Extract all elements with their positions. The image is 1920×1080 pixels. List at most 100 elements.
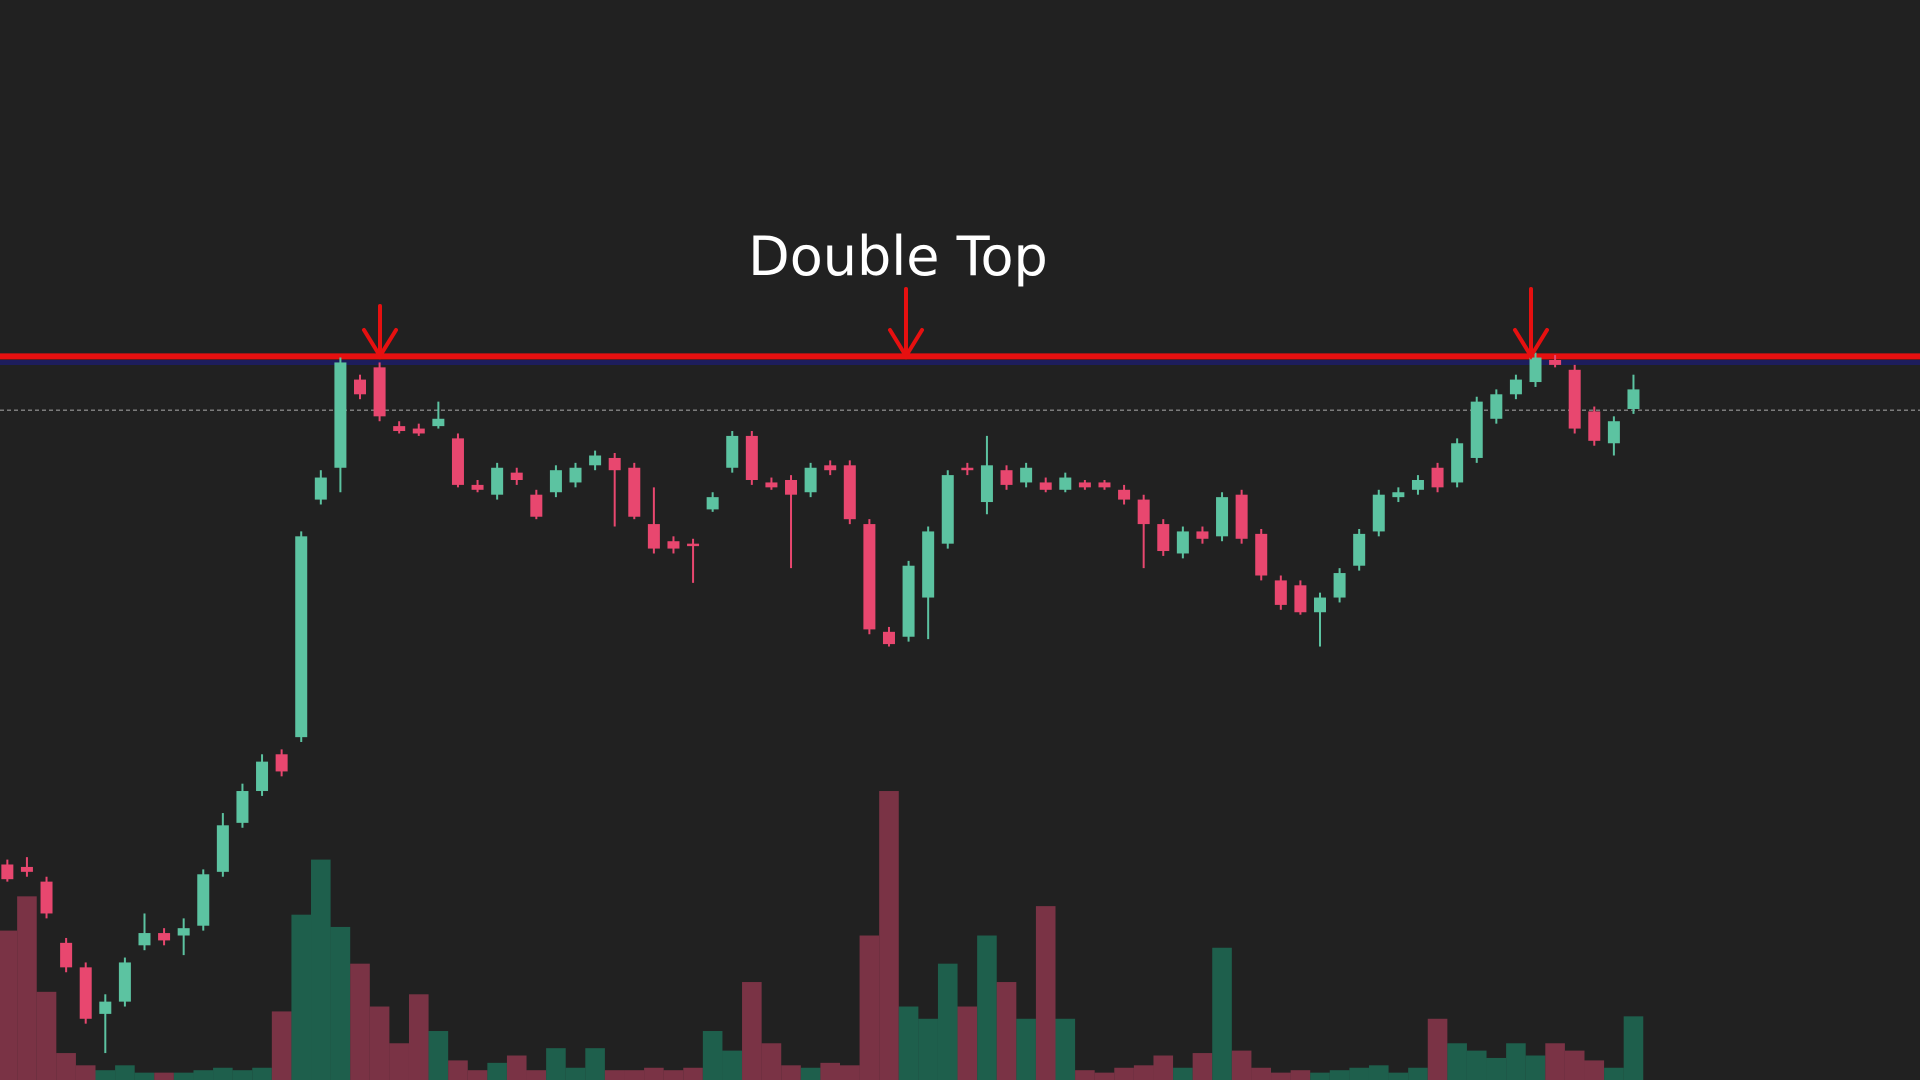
candle-body — [882, 631, 895, 645]
candle-body — [902, 565, 915, 637]
candle-body — [471, 484, 484, 490]
volume-bar — [1075, 1070, 1095, 1080]
volume-bar — [683, 1067, 703, 1080]
volume-bar — [1310, 1072, 1330, 1080]
volume-bar — [389, 1043, 409, 1080]
volume-bar — [408, 994, 429, 1080]
candle-body — [647, 524, 660, 549]
volume-bar — [840, 1065, 860, 1080]
candle-body — [1235, 494, 1248, 539]
candle-body — [1, 864, 14, 880]
candle-body — [20, 866, 33, 872]
volume-bar — [918, 1018, 938, 1080]
volume-bar — [1486, 1057, 1507, 1080]
candle-body — [1431, 467, 1444, 488]
candle-body — [334, 362, 347, 468]
candle-body — [1588, 411, 1601, 441]
candle-body — [1549, 360, 1562, 365]
candle-body — [393, 426, 406, 432]
volume-bar — [800, 1067, 821, 1080]
candle-body — [491, 467, 504, 495]
candle-body — [980, 465, 993, 503]
volume-bar — [1388, 1072, 1409, 1080]
volume-bar — [977, 935, 997, 1080]
volume-bar — [173, 1072, 194, 1080]
volume-bar — [820, 1062, 840, 1080]
volume-bar — [448, 1060, 468, 1080]
volume-bar — [1114, 1067, 1134, 1080]
candle-body — [1607, 421, 1620, 444]
volume-bar — [115, 1065, 135, 1080]
candle-body — [256, 761, 269, 792]
volume-bar — [1368, 1065, 1389, 1080]
candle-body — [863, 524, 876, 630]
candle-body — [1098, 482, 1111, 488]
candle-body — [706, 497, 719, 510]
volume-bar — [1466, 1050, 1487, 1080]
volume-bar — [1251, 1067, 1272, 1080]
volume-bar — [722, 1050, 743, 1080]
volume-bar — [1153, 1055, 1174, 1080]
candle-body — [569, 467, 582, 483]
candle-body — [40, 881, 53, 914]
candle-body — [843, 465, 856, 520]
candle-body — [1372, 494, 1385, 532]
volume-bar — [1035, 906, 1056, 1080]
candle-body — [1020, 467, 1033, 483]
candle-body — [1353, 533, 1366, 566]
volume-bar — [0, 930, 18, 1080]
volume-bar — [565, 1067, 586, 1080]
candle-body — [412, 428, 425, 434]
volume-bar — [1349, 1067, 1369, 1080]
volume-bar — [1094, 1072, 1115, 1080]
volume-bar — [761, 1043, 782, 1080]
candle-body — [1627, 389, 1640, 409]
arrow — [888, 287, 924, 360]
candle-body — [589, 455, 602, 466]
volume-bar — [996, 982, 1017, 1080]
candle-body — [314, 477, 327, 500]
volume-bar — [1271, 1072, 1291, 1080]
candle-body — [197, 874, 210, 926]
candle-layer — [1, 352, 1640, 1054]
volume-bar — [1173, 1067, 1193, 1080]
volume-bar — [1192, 1053, 1213, 1080]
volume-bar — [859, 935, 880, 1080]
candle-body — [941, 475, 954, 544]
volume-bar — [1525, 1055, 1546, 1080]
candle-body — [216, 825, 229, 872]
candle-body — [804, 467, 817, 493]
candle-body — [1059, 477, 1072, 490]
candle-body — [373, 367, 386, 417]
candle-body — [275, 754, 288, 772]
volume-bar — [193, 1070, 214, 1080]
arrows — [362, 287, 1549, 360]
candle-body — [1490, 394, 1503, 419]
candle-body — [1196, 531, 1209, 539]
volume-bar — [428, 1031, 449, 1080]
candle-body — [99, 1001, 112, 1014]
volume-bar — [1408, 1067, 1428, 1080]
candle-body — [1529, 357, 1542, 383]
volume-bar — [1133, 1065, 1154, 1080]
candle-body — [432, 418, 445, 427]
volume-bar — [742, 982, 762, 1080]
candle-body — [138, 933, 151, 946]
arrow — [1513, 287, 1549, 360]
volume-bar — [467, 1070, 488, 1080]
volume-bar — [252, 1067, 272, 1080]
volume-bar — [604, 1070, 625, 1080]
volume-bar — [330, 926, 351, 1080]
candle-body — [60, 942, 73, 968]
volume-bar — [898, 1006, 919, 1080]
volume-bar — [95, 1070, 116, 1080]
candle-body — [1294, 585, 1307, 613]
volume-bar — [1447, 1043, 1467, 1080]
candle-body — [1411, 480, 1424, 490]
volume-bar — [1329, 1070, 1350, 1080]
candle-body — [510, 472, 523, 480]
volume-bar — [663, 1070, 684, 1080]
volume-bar — [36, 991, 57, 1080]
volume-bar — [134, 1072, 155, 1080]
